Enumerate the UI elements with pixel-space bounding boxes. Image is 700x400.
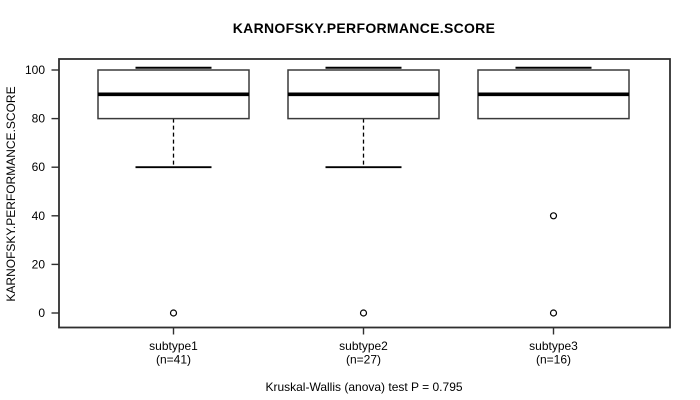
y-tick-label: 0 — [38, 306, 45, 320]
y-tick-label: 40 — [32, 209, 46, 223]
x-category-label: subtype2 — [339, 339, 388, 353]
outlier-point — [359, 309, 368, 317]
x-category-label: subtype1 — [149, 339, 198, 353]
x-count-label: (n=27) — [346, 353, 381, 367]
y-tick-label: 20 — [32, 257, 46, 271]
chart-title: KARNOFSKY.PERFORMANCE.SCORE — [232, 20, 496, 36]
y-tick-label: 100 — [25, 63, 45, 77]
plot-frame — [58, 58, 671, 329]
outlier-point — [169, 309, 178, 317]
outlier-point — [549, 212, 558, 220]
x-category-label: subtype3 — [529, 339, 578, 353]
outlier-point — [549, 309, 558, 317]
y-tick-label: 60 — [32, 160, 46, 174]
x-count-label: (n=41) — [156, 353, 191, 367]
y-tick-label: 80 — [32, 112, 46, 126]
stats-caption: Kruskal-Wallis (anova) test P = 0.795 — [265, 380, 463, 394]
x-count-label: (n=16) — [536, 353, 571, 367]
